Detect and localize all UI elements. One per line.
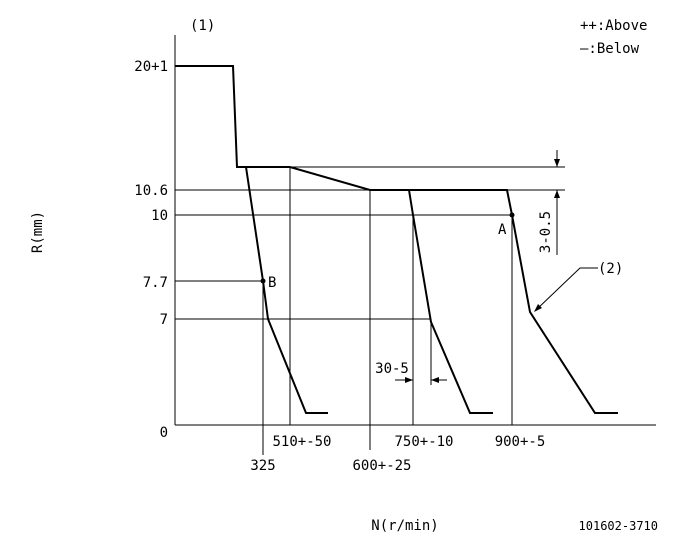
y-label: 10 xyxy=(151,208,168,224)
header-label: (1) xyxy=(190,18,215,34)
point-label: A xyxy=(498,222,507,238)
y-axis-title: R(mm) xyxy=(30,211,46,253)
x-label: 900+-5 xyxy=(495,434,546,450)
x-label: 600+-25 xyxy=(352,458,411,474)
y-label: 7.7 xyxy=(143,275,168,291)
legend-below: —:Below xyxy=(580,41,640,57)
y-label: 7 xyxy=(160,312,168,328)
dimension-marks xyxy=(395,150,598,383)
y-label: 20+1 xyxy=(134,59,168,75)
x-label: 750+-10 xyxy=(394,434,453,450)
x-label: 325 xyxy=(250,458,275,474)
axes xyxy=(174,35,656,426)
point-label: B xyxy=(268,275,276,291)
curves xyxy=(175,65,618,414)
dimension-label: 3-0.5 xyxy=(538,211,554,253)
curve-label: (2) xyxy=(598,261,623,277)
x-axis-title: N(r/min) xyxy=(371,518,438,534)
reference-lines xyxy=(175,166,565,455)
y-label: 10.6 xyxy=(134,183,168,199)
dimension-label: 30-5 xyxy=(375,361,409,377)
x-label: 510+-50 xyxy=(272,434,331,450)
y-label: 0 xyxy=(160,425,168,441)
code: 101602-3710 xyxy=(579,519,658,533)
legend-above: ++:Above xyxy=(580,18,647,34)
